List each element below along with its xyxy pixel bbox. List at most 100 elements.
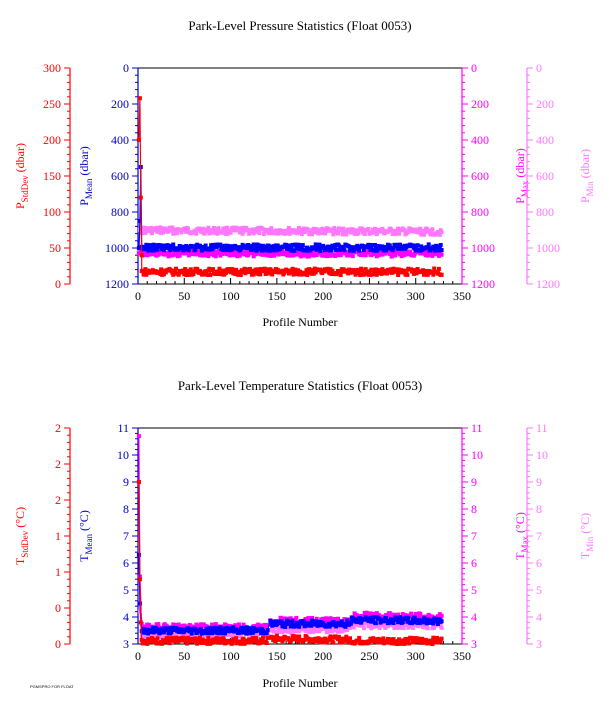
data-point-stddev (331, 640, 336, 645)
data-point-stddev (139, 253, 144, 258)
data-point-stddev (431, 272, 436, 277)
data-point-min (141, 635, 146, 640)
data-point-stddev (402, 268, 407, 273)
data-point-max (380, 252, 385, 257)
data-point-mean (361, 248, 366, 253)
y-tick-label-mean: 200 (111, 97, 129, 111)
data-point-max (383, 251, 388, 256)
data-point-max (177, 253, 182, 258)
data-point-min (389, 228, 394, 233)
data-point-min (239, 226, 244, 231)
data-point-mean (435, 619, 439, 624)
data-point-stddev (160, 641, 165, 646)
data-point-min (146, 633, 151, 638)
y-tick-label-stddev: 2 (55, 493, 61, 507)
data-point-mean (357, 248, 362, 253)
data-point-mean (410, 243, 415, 248)
y-tick-label-min: 800 (536, 205, 554, 219)
data-point-mean (137, 219, 142, 223)
data-point-mean (243, 628, 248, 633)
data-point-stddev (439, 636, 444, 641)
data-point-max (323, 616, 328, 621)
data-point-mean (203, 243, 208, 248)
y-tick-label-min: 9 (536, 475, 542, 489)
data-point-mean (425, 245, 430, 250)
data-point-stddev (419, 640, 424, 645)
data-point-mean (288, 624, 293, 629)
data-point-max (399, 254, 404, 259)
data-point-mean (400, 620, 405, 625)
data-point-mean (177, 629, 182, 634)
data-point-stddev (236, 269, 241, 274)
data-point-stddev (432, 266, 437, 271)
data-point-min (360, 226, 364, 231)
data-point-min (272, 629, 277, 634)
data-point-max (295, 252, 300, 257)
data-point-mean (191, 244, 196, 249)
data-point-mean (171, 242, 176, 247)
data-point-mean (297, 624, 302, 629)
y-tick-label-stddev: 50 (49, 241, 61, 255)
y-tick-label-mean: 0 (123, 61, 129, 75)
data-point-mean (368, 615, 373, 620)
data-point-stddev (291, 272, 296, 277)
data-point-mean (205, 626, 210, 631)
data-point-stddev (258, 641, 263, 646)
data-point-max (373, 252, 377, 256)
data-point-min (200, 634, 205, 639)
data-point-stddev (261, 635, 265, 640)
data-point-mean (387, 243, 392, 248)
data-point-mean (246, 626, 251, 631)
data-point-mean (136, 552, 141, 557)
data-point-mean (265, 628, 270, 632)
data-point-stddev (314, 639, 319, 644)
data-point-min (286, 226, 291, 230)
data-point-min (423, 230, 427, 235)
data-point-mean (353, 617, 358, 622)
data-point-max (242, 252, 247, 257)
data-point-min (161, 230, 165, 235)
data-point-min (402, 228, 407, 233)
data-point-mean (283, 625, 288, 629)
data-point-max (213, 622, 218, 627)
data-point-max (156, 622, 161, 627)
data-point-mean (358, 616, 363, 621)
data-point-min (439, 625, 444, 630)
data-point-stddev (188, 639, 193, 644)
data-point-stddev (144, 272, 149, 277)
data-point-min (184, 229, 189, 234)
data-point-max (389, 254, 394, 259)
y-tick-label-mean: 11 (117, 421, 129, 435)
data-point-min (274, 228, 279, 233)
data-point-max (385, 613, 390, 618)
data-point-max (435, 614, 440, 619)
data-point-mean (345, 618, 350, 623)
data-point-stddev (360, 268, 364, 273)
data-point-stddev (137, 577, 142, 582)
y-tick-label-mean: 600 (111, 169, 129, 183)
data-point-stddev (221, 636, 226, 641)
data-point-stddev (198, 635, 202, 640)
data-point-mean (248, 628, 253, 633)
data-point-stddev (368, 272, 373, 277)
data-point-mean (367, 244, 372, 249)
data-point-stddev (194, 637, 199, 642)
data-point-min (361, 626, 366, 631)
data-point-stddev (221, 268, 226, 273)
data-point-mean (363, 615, 368, 620)
data-point-stddev (357, 635, 362, 640)
data-point-stddev (378, 269, 383, 274)
y-tick-label-min: 10 (536, 448, 548, 462)
data-point-mean (373, 243, 377, 247)
data-point-min (287, 231, 292, 236)
data-point-mean (146, 248, 151, 253)
data-point-mean (329, 248, 334, 253)
data-point-stddev (222, 638, 227, 643)
data-point-max (303, 617, 308, 621)
data-point-min (290, 228, 295, 233)
data-point-stddev (274, 633, 279, 638)
data-point-stddev (164, 636, 169, 641)
data-point-min (362, 232, 367, 237)
y-tick-label-min: 0 (536, 61, 542, 75)
data-point-min (397, 231, 402, 236)
